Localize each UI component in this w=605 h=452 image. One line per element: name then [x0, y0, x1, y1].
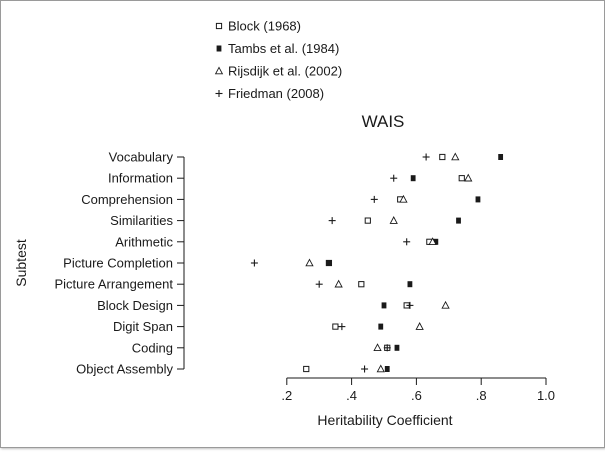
x-tick-label: .2	[281, 388, 292, 403]
y-tick-label: Vocabulary	[109, 150, 174, 165]
data-point-series-3	[441, 300, 450, 309]
data-point-series-2	[407, 281, 413, 288]
data-point-series-1	[439, 153, 446, 161]
y-axis-title: Subtest	[13, 239, 29, 287]
y-tick-label: Similarities	[110, 213, 173, 228]
legend-label-2: Tambs et al. (1984)	[228, 41, 339, 56]
data-point-series-4	[383, 344, 391, 352]
y-tick-label: Information	[108, 171, 173, 186]
data-point-series-2	[456, 217, 461, 224]
legend: Block (1968) Tambs et al. (1984) Rijsdijk …	[214, 19, 342, 101]
data-points	[250, 152, 504, 373]
legend-marker-4	[215, 90, 223, 97]
data-point-series-2	[384, 366, 390, 372]
legend-label-4: Friedman (2008)	[228, 86, 324, 101]
data-point-series-4	[370, 195, 378, 203]
data-point-series-2	[381, 302, 387, 309]
data-point-series-1	[364, 217, 371, 224]
x-tick-label: .4	[346, 388, 357, 403]
data-point-series-3	[373, 343, 382, 352]
data-point-series-3	[464, 173, 473, 182]
data-point-series-3	[428, 237, 437, 246]
data-point-series-3	[305, 258, 314, 267]
data-point-series-4	[315, 280, 323, 288]
data-point-series-2	[410, 175, 416, 182]
data-point-series-3	[451, 152, 460, 161]
data-point-series-2	[433, 238, 439, 245]
data-point-series-3	[389, 216, 398, 224]
data-point-series-3	[415, 322, 424, 330]
data-point-series-1	[303, 365, 310, 373]
legend-label-3: Rijsdijk et al. (2002)	[228, 64, 342, 79]
data-point-series-1	[358, 281, 365, 288]
data-point-series-3	[376, 364, 385, 373]
data-point-series-4	[406, 301, 414, 309]
data-point-series-2	[394, 344, 400, 351]
legend-label-1: Block (1968)	[228, 19, 301, 34]
y-tick-label: Object Assembly	[76, 362, 173, 377]
data-point-series-4	[328, 217, 336, 225]
y-tick-label: Digit Span	[113, 319, 173, 334]
x-tick-label: .8	[476, 388, 487, 403]
x-tick-label: 1.0	[537, 388, 555, 403]
x-axis: .2 .4 .6 .8 1.0	[281, 377, 555, 403]
data-point-series-4	[338, 323, 346, 331]
legend-marker-1	[215, 22, 223, 30]
y-tick-label: Block Design	[97, 298, 173, 313]
legend-marker-2	[216, 45, 222, 52]
y-tick-label: Arithmetic	[115, 234, 173, 249]
y-tick-label: Picture Completion	[63, 256, 173, 271]
data-point-series-2	[498, 154, 504, 160]
chart-title: WAIS	[362, 112, 405, 131]
data-point-series-3	[399, 194, 408, 203]
y-tick-label: Picture Arrangement	[54, 277, 173, 292]
data-point-series-4	[390, 174, 398, 182]
data-point-series-4	[250, 259, 258, 267]
y-tick-label: Coding	[132, 340, 173, 355]
data-point-series-2	[378, 323, 384, 330]
data-point-series-4	[422, 153, 430, 161]
data-point-series-2	[475, 196, 481, 203]
data-point-series-4	[361, 365, 369, 373]
data-point-series-1	[332, 323, 339, 330]
y-tick-label: Comprehension	[81, 192, 173, 207]
data-point-series-4	[403, 238, 411, 246]
y-axis: Vocabulary Information Comprehension Simila…	[54, 150, 185, 377]
legend-marker-3	[214, 66, 224, 75]
x-axis-title: Heritability Coefficient	[317, 412, 452, 428]
x-tick-label: .6	[411, 388, 422, 403]
data-point-series-3	[334, 279, 343, 288]
data-point-series-2	[326, 260, 332, 266]
data-point-series-1	[458, 175, 465, 182]
